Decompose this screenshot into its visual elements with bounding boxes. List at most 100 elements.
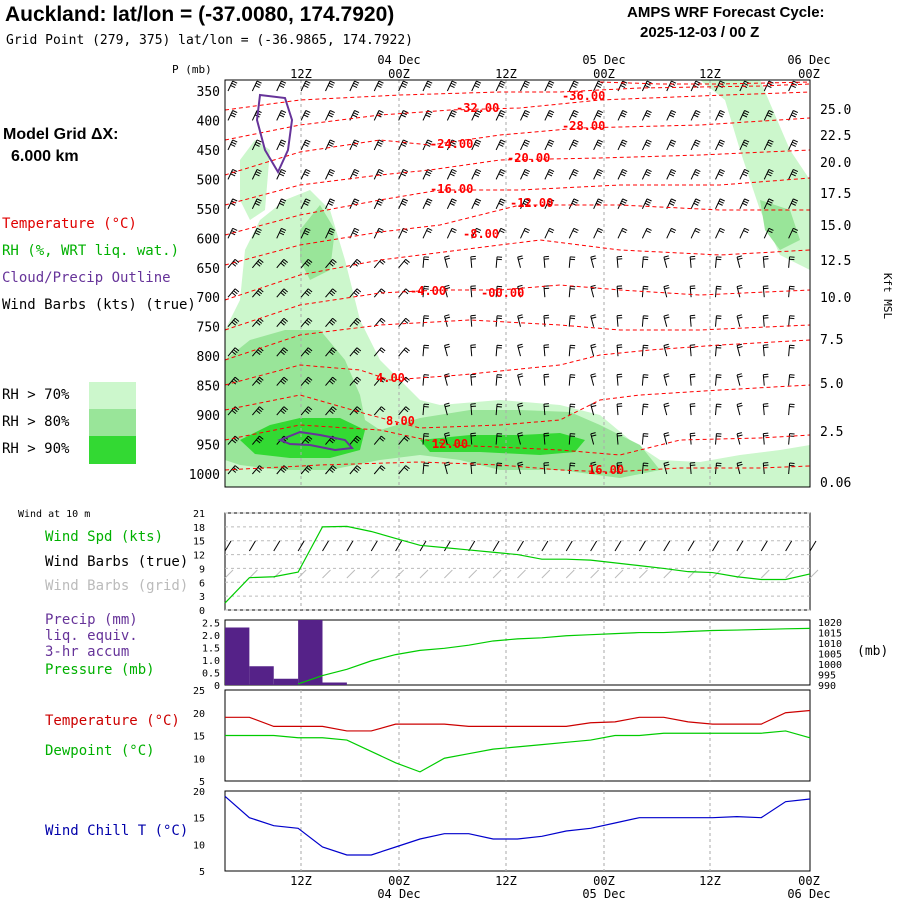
wind-tick-label: 12 <box>193 551 205 562</box>
wind-barb-feather <box>327 232 333 236</box>
pressure-tick-label-right: 1005 <box>818 650 842 661</box>
wind-barb <box>715 462 717 475</box>
wind-barb <box>422 228 429 239</box>
wind-barb-feather <box>736 461 742 464</box>
wind-barb-feather <box>597 171 602 175</box>
wind-barb <box>300 435 309 445</box>
wind-barb-feather <box>355 437 360 442</box>
wind-barb-feather <box>517 343 523 347</box>
wind-barb-feather <box>330 319 336 324</box>
wind-barb <box>762 374 765 386</box>
wind-barb-feather <box>793 198 799 202</box>
wind-barb-feather <box>523 112 529 116</box>
pressure-axis-title: P (mb) <box>172 63 212 76</box>
wind-barb <box>520 228 526 239</box>
wind-barb <box>568 228 575 239</box>
bottom-date-label: 05 Dec <box>582 887 625 900</box>
temperature-contour-label: -36.00 <box>562 89 605 103</box>
top-time-label: 12Z <box>290 67 312 81</box>
wind-barb <box>736 315 741 327</box>
wind-barb-feather <box>669 202 675 206</box>
wind-barb-feather <box>279 232 285 236</box>
wind-barb <box>690 169 697 180</box>
wind-barb <box>736 345 741 357</box>
wind-barb-feather <box>233 260 238 265</box>
wind-barb-feather <box>597 200 602 204</box>
true-wind-barb <box>565 540 573 552</box>
pressure-tick-label: 900 <box>197 409 220 424</box>
wind-barb <box>470 256 473 268</box>
height-tick-label: 7.5 <box>820 333 843 348</box>
wind-barb <box>544 169 550 180</box>
wind-barb-feather <box>768 168 774 172</box>
wind-barb-feather <box>352 114 358 118</box>
wind-barb-feather <box>327 114 333 118</box>
wind-barb <box>568 462 571 475</box>
temperature-contour <box>224 319 811 361</box>
wind-barb-feather <box>547 173 553 177</box>
wind-barb-feather <box>500 198 506 202</box>
wind-barb <box>300 139 307 151</box>
wind-barb-feather <box>303 232 309 236</box>
wind-barb-feather <box>305 168 311 172</box>
wind-barb <box>422 286 425 298</box>
wind-barb-feather <box>792 141 797 145</box>
wind-barb-feather <box>327 173 333 177</box>
wind-barb-feather <box>598 168 604 172</box>
grid-wind-barb <box>663 569 673 579</box>
wind-barb-feather <box>518 434 524 437</box>
wind-barb-feather <box>257 378 263 383</box>
wind-barb <box>470 374 473 386</box>
wind-barb-feather <box>695 110 701 114</box>
wind-barb-feather <box>743 82 749 86</box>
wind-barb-feather <box>670 141 676 145</box>
grid-wind-barb <box>249 569 258 579</box>
wind-barb <box>763 110 770 121</box>
wind-barb-feather <box>590 461 596 464</box>
wind-barb <box>373 110 380 121</box>
wind-barb-feather <box>475 200 481 204</box>
wind-barb-feather <box>330 378 336 383</box>
temperature-contour-label: -00.00 <box>481 286 524 300</box>
wind-barb-feather <box>768 227 774 231</box>
wind-barb-feather <box>590 314 596 317</box>
true-wind-barb <box>614 540 622 552</box>
wind-barb-feather <box>549 198 555 202</box>
wind-barb-feather <box>450 200 456 204</box>
wind-barb-feather <box>403 349 409 354</box>
wind-barb <box>276 288 285 298</box>
wind-barb-feather <box>572 200 578 204</box>
wind-barb <box>666 110 672 121</box>
forecast-cycle-label: AMPS WRF Forecast Cycle: <box>627 4 825 21</box>
wind-barb-feather <box>256 262 261 267</box>
wind-barb <box>227 110 234 121</box>
wind-barb-feather <box>664 316 670 319</box>
wind-barb-feather <box>231 351 237 356</box>
wind-barb <box>616 404 619 416</box>
windchill-tick-label: 15 <box>193 814 205 825</box>
rh-shading <box>225 80 810 487</box>
wind-barb-feather <box>377 200 383 204</box>
wind-barb-feather <box>767 112 773 116</box>
wind-barb-feather <box>330 467 336 472</box>
wind-barb-feather <box>403 260 409 265</box>
wind-barb <box>349 465 358 475</box>
wind-barb-feather <box>402 200 407 204</box>
wind-barb <box>300 80 307 92</box>
wind-barb <box>641 228 648 239</box>
wind-barb <box>663 315 668 327</box>
wind-barb <box>689 433 692 445</box>
wind-barb-feather <box>451 198 457 202</box>
wind-barb-feather <box>354 198 360 202</box>
wind-barb <box>739 169 745 180</box>
height-tick-label: 25.0 <box>820 103 851 118</box>
wind-barb <box>251 228 258 239</box>
wind-barb-feather <box>280 141 286 145</box>
wind-barb-feather <box>279 143 285 147</box>
wind-barb-feather <box>742 114 748 118</box>
wind-barb-feather <box>402 82 407 86</box>
grid-point-subtitle: Grid Point (279, 375) lat/lon = (-36.986… <box>6 33 413 48</box>
wind-barb <box>689 374 692 386</box>
wind-barb-feather <box>791 84 796 88</box>
rh70-area <box>225 190 810 487</box>
